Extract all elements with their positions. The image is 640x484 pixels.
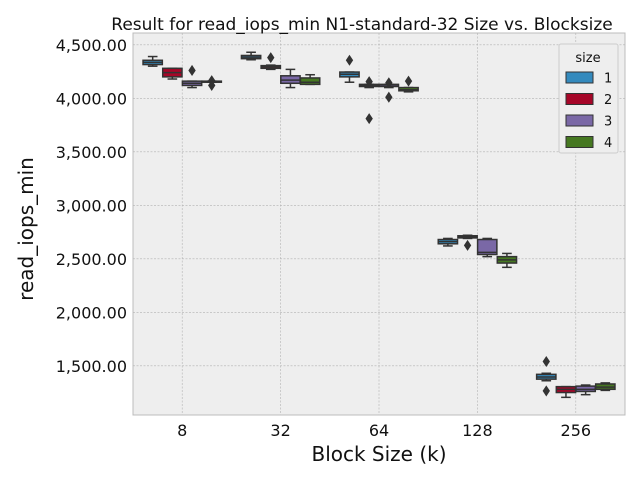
y-tick-label: 3,000.00	[56, 196, 127, 215]
box-series-2-cat-8	[161, 67, 183, 80]
box-series-1-cat-8	[142, 55, 164, 67]
legend-items: 1 2 3 4	[565, 71, 612, 151]
x-tick-label: 8	[177, 421, 187, 440]
legend-swatch-3	[565, 114, 594, 127]
outlier-point	[542, 355, 550, 368]
y-tick-label: 4,500.00	[56, 36, 127, 55]
x-tick-label: 256	[561, 421, 592, 440]
box-series-4-cat-32	[299, 73, 321, 86]
box-series-1-cat-128	[437, 237, 459, 247]
legend-swatch-2	[565, 93, 594, 105]
box-series-2-cat-128	[457, 234, 478, 251]
legend-label-4: 4	[604, 136, 612, 151]
x-tick-label: 128	[462, 421, 493, 440]
outlier-point	[208, 79, 216, 91]
x-axis-label: Block Size (k)	[311, 442, 446, 466]
outlier-point	[385, 91, 393, 103]
legend-title: size	[575, 51, 600, 66]
y-tick-label: 2,500.00	[56, 250, 127, 269]
boxes	[142, 51, 616, 399]
y-tick-label: 4,000.00	[56, 89, 127, 108]
grid-lines	[133, 33, 625, 415]
outlier-point	[365, 76, 373, 88]
y-tick-label: 2,000.00	[56, 303, 127, 322]
box-series-4-cat-8	[201, 75, 223, 91]
box-series-3-cat-8	[181, 64, 203, 89]
box-series-3-cat-128	[476, 237, 498, 258]
y-axis-ticks: 1,500.00 2,000.00 2,500.00 3,000.00 3,500.00…	[56, 36, 127, 376]
outlier-point	[385, 77, 393, 89]
outlier-point	[267, 52, 275, 64]
legend-label-3: 3	[604, 115, 612, 130]
outlier-point	[542, 385, 550, 397]
box-series-2-cat-64	[358, 76, 380, 125]
box-body	[299, 77, 321, 86]
box-series-4-cat-256	[594, 382, 616, 392]
x-tick-label: 64	[369, 421, 389, 440]
box-series-1-cat-64	[339, 54, 360, 83]
outlier-point	[188, 64, 196, 76]
box-series-1-cat-32	[240, 51, 262, 61]
legend-label-1: 1	[604, 72, 612, 87]
box-series-4-cat-128	[496, 252, 518, 269]
box-series-2-cat-256	[555, 385, 577, 399]
legend-swatch-1	[565, 71, 594, 84]
outlier-point	[404, 75, 413, 87]
x-axis-ticks: 8 32 64 128 256	[177, 421, 591, 440]
legend-swatch-4	[565, 136, 594, 148]
outlier-point	[463, 239, 472, 251]
legend-label-2: 2	[604, 93, 612, 108]
box-series-4-cat-64	[398, 75, 419, 93]
y-axis-label: read_iops_min	[14, 157, 38, 301]
box-body	[476, 238, 498, 256]
y-tick-label: 3,500.00	[56, 143, 127, 162]
box-series-3-cat-64	[378, 77, 400, 103]
outlier-point	[345, 54, 354, 66]
legend: size 1 2 3 4	[558, 43, 619, 154]
x-tick-label: 32	[270, 421, 290, 440]
box-series-3-cat-256	[575, 384, 597, 396]
outlier-point	[365, 113, 373, 125]
chart-title: Result for read_iops_min N1-standard-32 …	[111, 15, 612, 35]
y-tick-label: 1,500.00	[56, 357, 127, 376]
box-series-2-cat-32	[260, 52, 282, 71]
box-series-1-cat-256	[535, 355, 557, 397]
